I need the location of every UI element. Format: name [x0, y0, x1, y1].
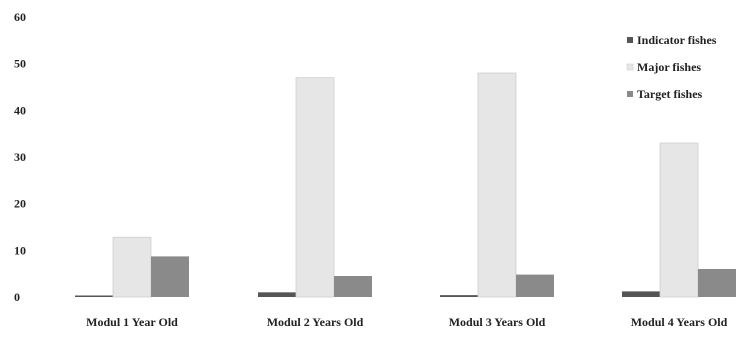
y-tick-label: 10 — [14, 243, 26, 257]
legend-swatch — [627, 91, 633, 97]
y-tick-label: 20 — [14, 197, 26, 211]
x-axis: Modul 1 Year Old Modul 2 Years Old Modul 3… — [86, 315, 727, 329]
bar-target-fishes — [698, 269, 736, 297]
y-tick-label: 40 — [14, 103, 26, 117]
legend-label: Target fishes — [637, 87, 703, 101]
bar-indicator-fishes — [622, 291, 660, 297]
y-tick-label: 30 — [14, 150, 26, 164]
legend-swatch — [626, 63, 634, 71]
bar-target-fishes — [334, 276, 372, 297]
bar-indicator-fishes — [258, 292, 296, 297]
bar-indicator-fishes — [440, 295, 478, 297]
x-category-label: Modul 3 Years Old — [449, 315, 546, 329]
legend-label: Major fishes — [637, 60, 701, 74]
legend-label: Indicator fishes — [637, 33, 717, 47]
bar-major-fishes — [112, 236, 152, 298]
y-tick-label: 50 — [14, 57, 26, 71]
x-category-label: Modul 4 Years Old — [631, 315, 728, 329]
bar-indicator-fishes — [75, 295, 113, 297]
y-tick-label: 0 — [14, 290, 20, 304]
bar-major-fishes — [295, 77, 335, 298]
legend-swatch — [627, 37, 633, 43]
y-axis: 0 10 20 30 40 50 60 — [14, 10, 26, 304]
y-tick-label: 60 — [14, 10, 26, 24]
bar-target-fishes — [516, 274, 554, 297]
legend: Indicator fishes Major fishes Target fishe… — [626, 33, 717, 101]
bar-target-fishes — [151, 256, 189, 297]
bar-major-fishes — [659, 142, 699, 298]
bar-major-fishes — [477, 72, 517, 298]
x-category-label: Modul 2 Years Old — [267, 315, 364, 329]
bars-group — [75, 72, 736, 298]
x-category-label: Modul 1 Year Old — [86, 315, 178, 329]
